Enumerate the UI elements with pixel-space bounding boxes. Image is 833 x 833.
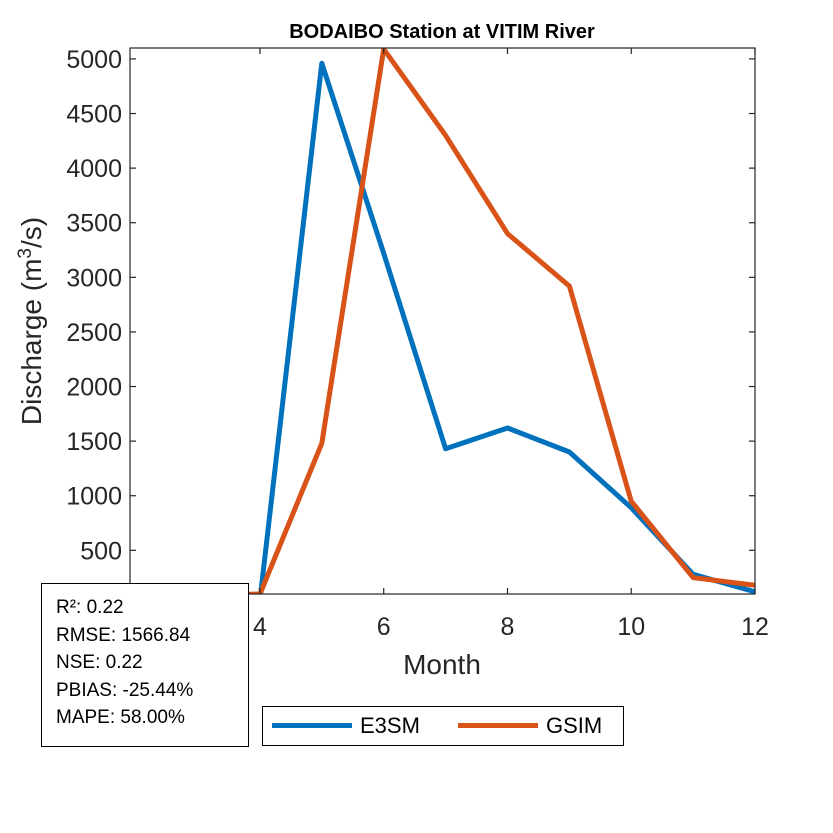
- stat-nse: NSE: 0.22: [56, 652, 143, 674]
- x-tick-label: 4: [253, 613, 267, 641]
- y-tick-label: 5000: [66, 46, 122, 74]
- stat-mape: MAPE: 58.00%: [56, 707, 185, 729]
- y-tick-label: 4000: [66, 155, 122, 183]
- y-tick-label: 3000: [66, 264, 122, 292]
- y-ticks: 500 1000 1500 2000 2500 3000 3500 4000 4500 5000: [66, 46, 755, 565]
- y-tick-label: 4500: [66, 101, 122, 129]
- series-line-e3sm: [258, 60, 755, 594]
- stat-r2: R²: 0.22: [56, 597, 124, 618]
- y-tick-label: 1000: [66, 483, 122, 511]
- chart-title: BODAIBO Station at VITIM River: [289, 21, 595, 43]
- y-axis-label: Discharge (m3/s): [15, 217, 47, 425]
- x-tick-label: 6: [377, 613, 391, 641]
- stats-box: R²: 0.22 RMSE: 1566.84 NSE: 0.22 PBIAS: …: [41, 583, 249, 747]
- y-tick-label: 500: [80, 537, 122, 565]
- legend: E3SM GSIM: [262, 706, 624, 746]
- x-tick-label: 8: [501, 613, 515, 641]
- legend-swatch-gsim: [458, 723, 538, 728]
- y-axis-label-base: Discharge (m: [16, 259, 47, 425]
- legend-label-e3sm: E3SM: [360, 712, 420, 738]
- y-tick-label: 2500: [66, 319, 122, 347]
- x-ticks: 4 6 8 10 12: [253, 48, 769, 641]
- axes-box: [129, 47, 756, 595]
- x-tick-label: 12: [741, 613, 769, 641]
- x-axis-label: Month: [403, 649, 481, 680]
- stat-rmse: RMSE: 1566.84: [56, 624, 191, 646]
- legend-item-gsim: GSIM: [458, 707, 602, 744]
- y-tick-label: 3500: [66, 210, 122, 238]
- y-tick-label: 2000: [66, 374, 122, 402]
- plot-series: [130, 48, 755, 594]
- legend-swatch-e3sm: [272, 723, 352, 728]
- y-tick-label: 1500: [66, 428, 122, 456]
- legend-item-e3sm: E3SM: [272, 707, 420, 744]
- x-tick-label: 10: [617, 613, 645, 641]
- stat-pbias: PBIAS: -25.44%: [56, 679, 194, 701]
- legend-label-gsim: GSIM: [546, 712, 603, 738]
- series-line-gsim: [130, 48, 755, 594]
- y-axis-label-sup: 3: [15, 248, 36, 259]
- y-axis-label-tail: /s): [16, 217, 47, 248]
